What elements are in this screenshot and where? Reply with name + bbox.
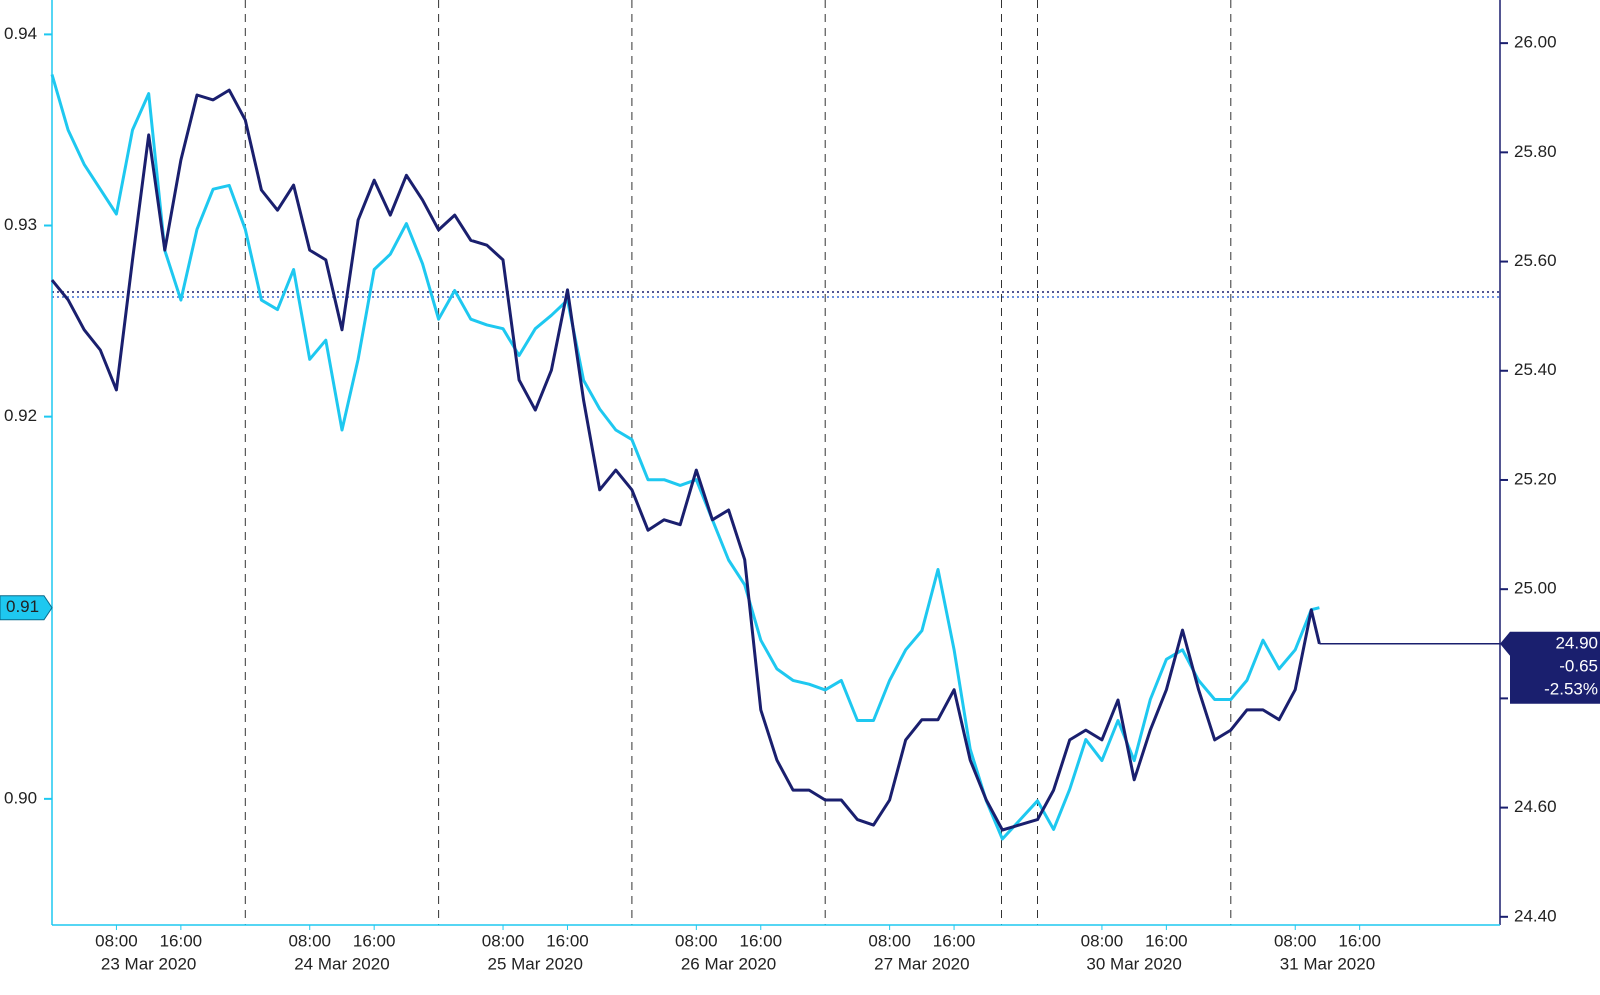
x-tick-label: 08:00 <box>482 931 525 950</box>
x-tick-label: 16:00 <box>1145 931 1188 950</box>
y2-tick-label: 24.60 <box>1514 797 1557 816</box>
y-tick-label: 0.94 <box>4 24 37 43</box>
x-date-label: 30 Mar 2020 <box>1086 954 1181 973</box>
x-tick-label: 08:00 <box>1081 931 1124 950</box>
last-value-label: 24.90 <box>1555 633 1598 652</box>
x-tick-label: 16:00 <box>933 931 976 950</box>
last-value-label: 0.91 <box>6 597 39 616</box>
x-tick-label: 08:00 <box>675 931 718 950</box>
y2-tick-label: 24.40 <box>1514 906 1557 925</box>
y2-tick-label: 25.60 <box>1514 251 1557 270</box>
last-value-label: -2.53% <box>1544 679 1598 698</box>
x-date-label: 31 Mar 2020 <box>1280 954 1375 973</box>
y2-tick-label: 25.40 <box>1514 360 1557 379</box>
y-tick-label: 0.93 <box>4 215 37 234</box>
x-tick-label: 08:00 <box>288 931 331 950</box>
x-tick-label: 16:00 <box>546 931 589 950</box>
last-value-tag <box>0 595 53 621</box>
x-date-label: 26 Mar 2020 <box>681 954 776 973</box>
series-line <box>50 88 1321 832</box>
x-tick-label: 16:00 <box>739 931 782 950</box>
x-tick-label: 08:00 <box>868 931 911 950</box>
x-date-label: 23 Mar 2020 <box>101 954 196 973</box>
x-date-label: 24 Mar 2020 <box>294 954 389 973</box>
x-tick-label: 16:00 <box>160 931 203 950</box>
y2-tick-label: 26.00 <box>1514 33 1557 52</box>
y2-tick-label: 25.80 <box>1514 142 1557 161</box>
x-tick-label: 16:00 <box>353 931 396 950</box>
series-line <box>50 74 1320 841</box>
last-value-tag <box>1500 631 1600 704</box>
x-tick-label: 08:00 <box>95 931 138 950</box>
x-date-label: 27 Mar 2020 <box>874 954 969 973</box>
x-tick-label: 08:00 <box>1274 931 1317 950</box>
y-tick-label: 0.92 <box>4 406 37 425</box>
y-tick-label: 0.90 <box>4 788 37 807</box>
x-date-label: 25 Mar 2020 <box>488 954 583 973</box>
x-tick-label: 16:00 <box>1338 931 1381 950</box>
y2-tick-label: 25.20 <box>1514 469 1557 488</box>
last-value-label: -0.65 <box>1559 656 1598 675</box>
y2-tick-label: 25.00 <box>1514 579 1557 598</box>
